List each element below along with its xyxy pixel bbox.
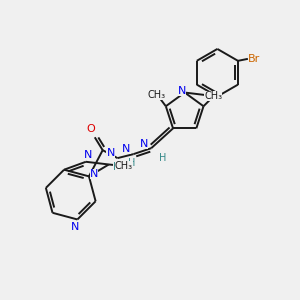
Text: N: N <box>178 85 186 96</box>
Text: N: N <box>106 148 115 158</box>
Text: N: N <box>140 139 148 149</box>
Text: O: O <box>86 124 95 134</box>
Text: H: H <box>113 162 120 172</box>
Text: N: N <box>84 150 92 160</box>
Text: Br: Br <box>248 54 260 64</box>
Text: CH₃: CH₃ <box>115 161 133 172</box>
Text: N: N <box>71 222 80 233</box>
Text: CH₃: CH₃ <box>204 91 223 101</box>
Text: H: H <box>159 153 167 163</box>
Text: N: N <box>90 169 98 179</box>
Text: H: H <box>128 158 135 168</box>
Text: CH₃: CH₃ <box>148 90 166 100</box>
Text: N: N <box>122 144 131 154</box>
